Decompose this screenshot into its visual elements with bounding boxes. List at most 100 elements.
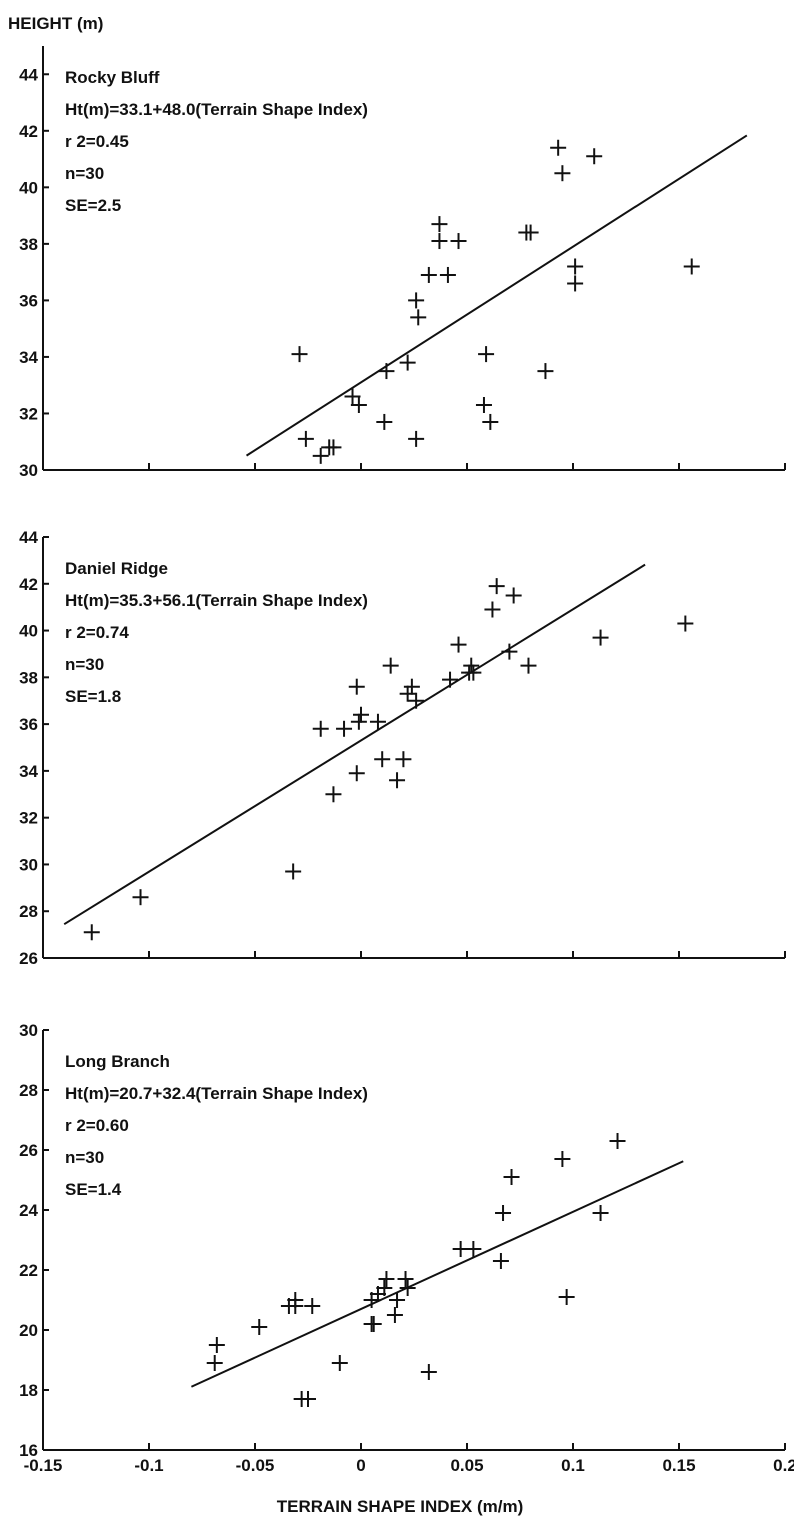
sample-size: n=30 [65,164,104,183]
y-tick-label: 42 [19,122,38,141]
panel-long-branch: 16 18 20 22 24 26 28 30 -0.15 -0.1 -0.05 0 0.05 0.1 0.… [19,1021,794,1475]
y-tick-label: 38 [19,668,38,687]
y-tick-label: 36 [19,291,38,310]
data-point [350,713,367,730]
y-tick-label: 26 [19,949,38,968]
data-point [408,430,425,447]
x-tick-label: 0.05 [450,1456,483,1475]
data-point [488,578,505,595]
y-tick-label: 30 [19,461,38,480]
regression-line [190,1160,684,1388]
data-point [325,439,342,456]
data-point [586,148,603,165]
data-point [431,216,448,233]
site-name: Rocky Bluff [65,68,160,87]
data-point [287,1298,304,1314]
data-point [369,713,386,730]
data-point [386,1307,403,1323]
x-tick-label: -0.1 [134,1456,163,1475]
data-point [304,1298,321,1314]
data-point [83,924,100,941]
data-point [592,629,609,646]
regression-equation: Ht(m)=35.3+56.1(Terrain Shape Index) [65,591,368,610]
y-tick-label: 22 [19,1261,38,1280]
y-tick-label: 44 [19,528,38,547]
r-squared: r 2=0.45 [65,132,129,151]
data-point [677,615,694,632]
data-point [331,1355,348,1371]
data-point [374,751,391,768]
x-tick-label: 0.15 [662,1456,695,1475]
data-point [348,765,365,782]
y-tick-label: 28 [19,902,38,921]
x-tick-label: -0.15 [24,1456,63,1475]
data-point [554,1151,571,1167]
y-tick-label: 16 [19,1441,38,1460]
data-point [420,1364,437,1380]
standard-error: SE=1.8 [65,687,121,706]
data-point [592,1205,609,1221]
data-point [410,309,427,326]
y-tick-label: 30 [19,855,38,874]
x-tick-label: 0.1 [561,1456,585,1475]
y-tick-label: 38 [19,235,38,254]
panel-daniel-ridge: 26 28 30 32 34 36 38 40 42 44 Daniel Ridge Ht(m)=35… [19,528,786,968]
data-point [420,266,437,283]
y-axis-title: HEIGHT (m) [8,14,103,33]
data-point [567,258,584,275]
data-point [348,678,365,695]
data-point [403,678,420,695]
data-point [399,354,416,371]
data-point [495,1205,512,1221]
data-point [132,889,149,906]
data-point [505,587,522,604]
r-squared: r 2=0.60 [65,1116,129,1135]
data-point [465,664,482,681]
data-point [297,430,314,447]
data-point [285,863,302,880]
regression-line [63,563,646,926]
data-point [251,1319,268,1335]
data-point [522,224,539,241]
y-tick-label: 40 [19,178,38,197]
sample-size: n=30 [65,1148,104,1167]
y-tick-label: 34 [19,762,38,781]
data-point [344,388,361,405]
data-point [408,292,425,309]
y-tick-label: 28 [19,1081,38,1100]
data-point [554,165,571,182]
data-point [378,1271,395,1287]
data-point [336,720,353,737]
data-point [431,233,448,250]
data-point [463,657,480,674]
regression-equation: Ht(m)=33.1+48.0(Terrain Shape Index) [65,100,368,119]
data-point [439,266,456,283]
site-name: Daniel Ridge [65,559,168,578]
data-point [408,692,425,709]
data-point [389,1292,406,1308]
y-tick-label: 32 [19,809,38,828]
data-point [376,1280,393,1296]
y-tick-label: 32 [19,404,38,423]
y-tick-label: 42 [19,575,38,594]
data-point [478,346,495,363]
data-point [475,396,492,413]
x-tick-label: -0.05 [236,1456,275,1475]
y-tick-label: 18 [19,1381,38,1400]
data-point [399,1280,416,1296]
site-name: Long Branch [65,1052,170,1071]
y-tick-label: 20 [19,1321,38,1340]
data-point [558,1289,575,1305]
data-point [501,643,518,660]
data-point [208,1337,225,1353]
data-point [450,233,467,250]
y-tick-label: 36 [19,715,38,734]
x-tick-label: 0 [356,1456,365,1475]
data-point [683,258,700,275]
data-point [567,275,584,292]
data-point [325,786,342,803]
data-point [537,363,554,380]
data-point [397,1271,414,1287]
data-point [353,706,369,723]
